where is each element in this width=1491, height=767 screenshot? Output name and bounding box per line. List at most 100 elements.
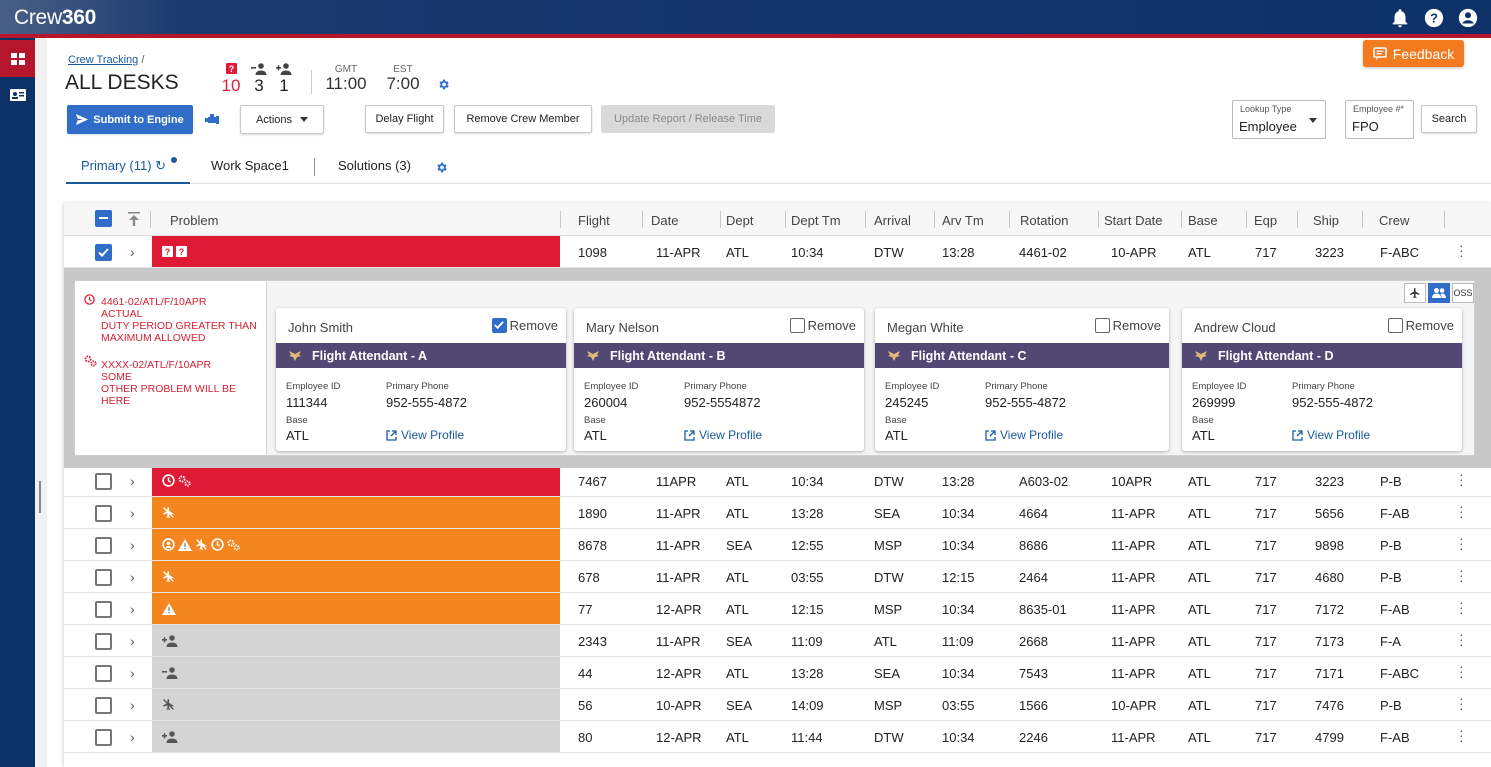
problem-cell[interactable] <box>152 721 560 752</box>
search-button[interactable]: Search <box>1421 105 1477 133</box>
view-profile-link[interactable]: View Profile <box>985 428 1063 442</box>
sidebar-item-dashboard[interactable] <box>0 40 35 77</box>
row-select-checkbox[interactable] <box>95 697 112 714</box>
tab-work-space1[interactable]: Work Space1 <box>211 158 289 173</box>
row-select-checkbox[interactable] <box>95 665 112 682</box>
column-header-rotation[interactable]: Rotation <box>1020 213 1069 228</box>
select-all-checkbox[interactable] <box>95 210 112 227</box>
problem-item-duty-period[interactable]: 4461-02/ATL/F/10APR ACTUAL DUTY PERIOD G… <box>101 296 257 344</box>
stat-added-crew[interactable]: 1 <box>272 63 296 95</box>
expand-row-chevron-icon[interactable]: › <box>130 729 135 745</box>
problem-cell[interactable] <box>152 689 560 720</box>
problem-cell[interactable] <box>152 497 560 528</box>
engine-icon[interactable] <box>205 114 219 126</box>
table-row[interactable]: › 8678 11-APR SEA 12:55 MSP 10:34 8686 11-APR ATL… <box>64 529 1491 561</box>
expand-row-chevron-icon[interactable]: › <box>130 601 135 617</box>
problem-cell[interactable] <box>152 465 560 496</box>
row-menu-kebab-icon[interactable]: · · · <box>1459 562 1464 588</box>
remove-checkbox-box[interactable] <box>491 318 507 333</box>
row-menu-kebab-icon[interactable]: · · · <box>1459 530 1464 556</box>
row-menu-kebab-icon[interactable]: · · · <box>1459 594 1464 620</box>
expand-row-chevron-icon[interactable]: › <box>130 633 135 649</box>
row-menu-kebab-icon[interactable]: · · · <box>1459 722 1464 748</box>
remove-crew-checkbox[interactable]: Remove <box>1387 318 1454 333</box>
problem-cell[interactable]: ?? <box>152 236 560 267</box>
flight-view-button[interactable] <box>1404 283 1426 303</box>
row-select-checkbox[interactable] <box>95 473 112 490</box>
app-logo[interactable]: Crew360 <box>14 6 96 29</box>
column-header-dept-tm[interactable]: Dept Tm <box>791 213 841 228</box>
stat-problems[interactable]: ? 10 <box>219 63 243 95</box>
breadcrumb-link-crew-tracking[interactable]: Crew Tracking <box>68 54 139 66</box>
tab-solutions[interactable]: Solutions (3) <box>338 158 411 173</box>
stat-removed-crew[interactable]: 3 <box>247 63 271 95</box>
remove-crew-checkbox[interactable]: Remove <box>1094 318 1161 333</box>
column-header-flight[interactable]: Flight <box>578 213 610 228</box>
row-select-checkbox[interactable] <box>95 537 112 554</box>
remove-crew-checkbox[interactable]: Remove <box>789 318 856 333</box>
problem-cell[interactable] <box>152 593 560 624</box>
feedback-button[interactable]: Feedback <box>1363 40 1464 67</box>
problem-cell[interactable] <box>152 561 560 592</box>
sidebar-item-crew-profile[interactable] <box>0 76 35 113</box>
panel-resize-handle[interactable] <box>39 481 41 513</box>
row-menu-kebab-icon[interactable]: · · · <box>1459 658 1464 684</box>
expand-row-chevron-icon[interactable]: › <box>130 505 135 521</box>
column-header-eqp[interactable]: Eqp <box>1254 213 1278 228</box>
problem-cell[interactable] <box>152 625 560 656</box>
row-select-checkbox[interactable] <box>95 601 112 618</box>
remove-checkbox-box[interactable] <box>1094 318 1110 333</box>
row-menu-kebab-icon[interactable]: · · · <box>1459 237 1464 263</box>
crew-view-button[interactable] <box>1428 283 1450 303</box>
view-profile-link[interactable]: View Profile <box>1292 428 1370 442</box>
remove-crew-member-button[interactable]: Remove Crew Member <box>454 105 592 133</box>
expand-row-chevron-icon[interactable]: › <box>130 537 135 553</box>
row-select-checkbox[interactable] <box>95 244 112 261</box>
column-header-date[interactable]: Date <box>651 213 679 228</box>
expand-row-chevron-icon[interactable]: › <box>130 665 135 681</box>
row-menu-kebab-icon[interactable]: · · · <box>1459 690 1464 716</box>
notifications-bell-icon[interactable] <box>1389 7 1411 29</box>
table-row[interactable]: › 44 12-APR ATL 13:28 SEA 10:34 7543 11-APR ATL 71… <box>64 657 1491 689</box>
column-header-arrival[interactable]: Arrival <box>874 213 911 228</box>
oss-view-button[interactable]: OSS <box>1452 283 1474 303</box>
row-menu-kebab-icon[interactable]: · · · <box>1459 498 1464 524</box>
expand-row-chevron-icon[interactable]: › <box>130 473 135 489</box>
expand-row-chevron-icon[interactable]: › <box>130 569 135 585</box>
remove-checkbox-box[interactable] <box>1387 318 1403 333</box>
remove-checkbox-box[interactable] <box>789 318 805 333</box>
submit-to-engine-button[interactable]: Submit to Engine <box>67 105 193 134</box>
column-header-base[interactable]: Base <box>1188 213 1218 228</box>
column-header-start-date[interactable]: Start Date <box>1104 213 1163 228</box>
row-select-checkbox[interactable] <box>95 633 112 650</box>
actions-dropdown[interactable]: Actions <box>240 105 324 134</box>
update-report-release-time-button[interactable]: Update Report / Release Time <box>601 105 775 133</box>
table-row[interactable]: › 7467 11APR ATL 10:34 DTW 13:28 A603-02 10APR AT… <box>64 465 1491 497</box>
table-row[interactable]: › 1890 11-APR ATL 13:28 SEA 10:34 4664 11-APR ATL… <box>64 497 1491 529</box>
tab-primary[interactable]: Primary (11) ↻ <box>81 158 166 174</box>
row-select-checkbox[interactable] <box>95 569 112 586</box>
column-header-ship[interactable]: Ship <box>1313 213 1340 228</box>
table-row[interactable]: › 77 12-APR ATL 12:15 MSP 10:34 8635-01 11-APR AT… <box>64 593 1491 625</box>
account-icon[interactable] <box>1457 7 1479 29</box>
collapse-all-icon[interactable] <box>128 212 140 226</box>
delay-flight-button[interactable]: Delay Flight <box>365 105 444 133</box>
table-row[interactable]: › 678 11-APR ATL 03:55 DTW 12:15 2464 11-APR ATL 7… <box>64 561 1491 593</box>
help-icon[interactable]: ? <box>1423 7 1445 29</box>
row-select-checkbox[interactable] <box>95 729 112 746</box>
column-header-crew[interactable]: Crew <box>1379 213 1410 228</box>
problem-cell[interactable] <box>152 657 560 688</box>
clock-settings-gear-icon[interactable] <box>437 78 450 91</box>
problem-cell[interactable] <box>152 529 560 560</box>
problem-item-other[interactable]: XXXX-02/ATL/F/10APR SOME OTHER PROBLEM W… <box>101 359 236 407</box>
view-profile-link[interactable]: View Profile <box>386 428 464 442</box>
refresh-icon[interactable]: ↻ <box>155 158 167 173</box>
table-row[interactable]: › 56 10-APR SEA 14:09 MSP 03:55 1566 10-APR ATL 71… <box>64 689 1491 721</box>
row-select-checkbox[interactable] <box>95 505 112 522</box>
column-header-arv-tm[interactable]: Arv Tm <box>942 213 984 228</box>
expand-row-chevron-icon[interactable]: › <box>130 697 135 713</box>
table-row[interactable]: ›?? 1098 11-APR ATL 10:34 DTW 13:28 4461-02 10-A… <box>64 236 1491 268</box>
tab-settings-gear-icon[interactable] <box>435 161 448 174</box>
lookup-type-select[interactable]: Lookup Type Employee <box>1232 100 1326 139</box>
employee-number-input[interactable]: Employee #* FPO <box>1345 100 1414 139</box>
